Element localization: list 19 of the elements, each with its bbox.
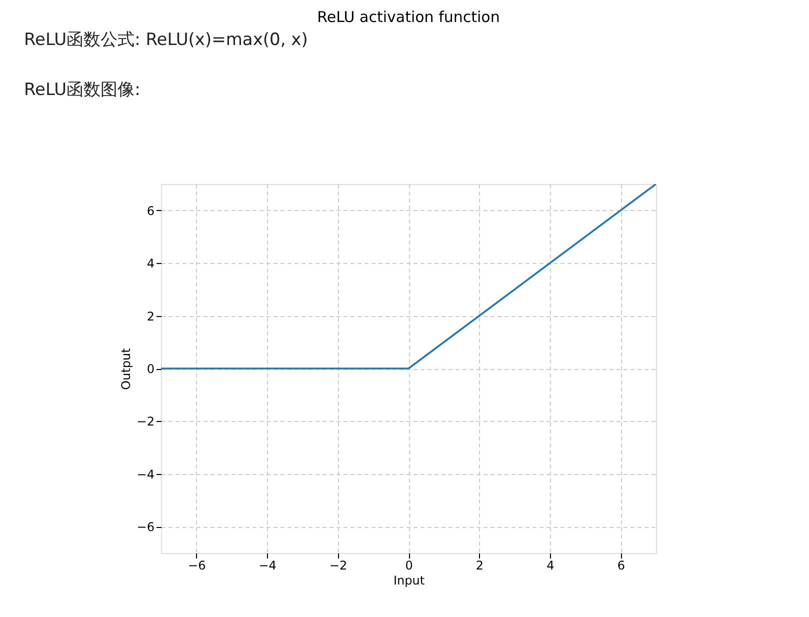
- x-tick-label: −6: [188, 558, 206, 572]
- text: ReLU函数图像:: [24, 80, 140, 100]
- text: ReLU函数公式: ReLU(x)=max(0, x): [24, 30, 308, 50]
- x-tick-label: 6: [617, 558, 625, 572]
- x-tick-label: 0: [405, 558, 413, 572]
- y-tick-label: −6: [136, 520, 154, 534]
- y-tick-label: 0: [146, 362, 154, 376]
- x-tick-label: 2: [476, 558, 484, 572]
- x-axis-title: Input: [393, 574, 425, 588]
- y-tick-label: −4: [136, 467, 154, 482]
- y-tick-label: −2: [136, 414, 154, 429]
- x-tick-label: −4: [258, 558, 276, 572]
- x-tick-label: −2: [329, 558, 348, 572]
- y-tick-label: 2: [146, 309, 154, 324]
- chart-title: ReLU activation function: [317, 8, 500, 26]
- y-axis-title: Output: [118, 348, 133, 390]
- y-tick-label: 6: [146, 204, 154, 218]
- y-tick-label: 4: [146, 256, 154, 271]
- x-tick-label: 4: [546, 558, 554, 572]
